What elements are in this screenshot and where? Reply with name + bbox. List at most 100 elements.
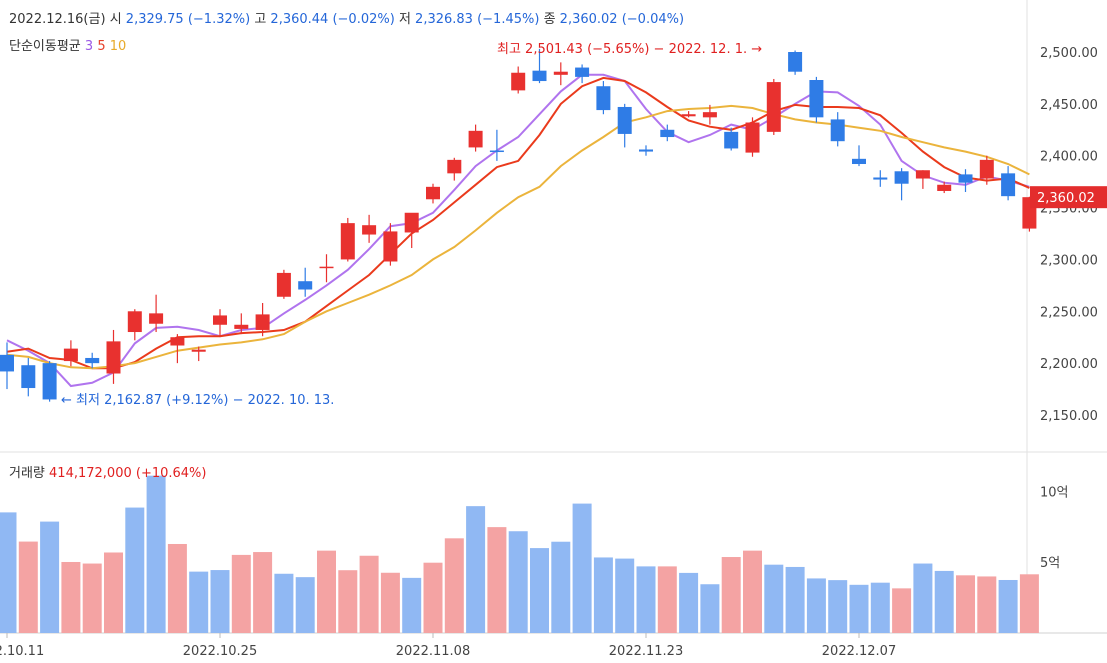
candle-body[interactable]: [724, 131, 739, 149]
candle-body[interactable]: [937, 184, 952, 191]
volume-bar[interactable]: [167, 543, 187, 633]
volume-bar[interactable]: [593, 557, 613, 633]
volume-bar[interactable]: [274, 573, 294, 633]
candle-body[interactable]: [532, 70, 547, 82]
candle-body[interactable]: [319, 266, 334, 269]
candle-body[interactable]: [958, 174, 973, 183]
candle-body[interactable]: [894, 171, 909, 184]
volume-bar[interactable]: [104, 552, 123, 633]
candle-body[interactable]: [255, 314, 270, 330]
volume-bar[interactable]: [466, 506, 486, 633]
candle-body[interactable]: [979, 159, 994, 179]
candle-body[interactable]: [298, 281, 313, 290]
candle-body[interactable]: [830, 119, 845, 142]
volume-bar[interactable]: [402, 577, 422, 633]
volume-bar[interactable]: [743, 550, 762, 633]
candle-body[interactable]: [383, 231, 398, 262]
candle-body[interactable]: [489, 150, 504, 153]
volume-bar[interactable]: [572, 503, 592, 633]
candle-body[interactable]: [1001, 173, 1016, 197]
volume-bar[interactable]: [934, 570, 954, 633]
volume-bar[interactable]: [61, 561, 81, 633]
candle-body[interactable]: [468, 130, 483, 148]
volume-bar[interactable]: [423, 562, 443, 633]
volume-bar[interactable]: [956, 575, 975, 633]
volume-bar[interactable]: [295, 577, 315, 633]
volume-bar[interactable]: [615, 558, 635, 633]
volume-bar[interactable]: [317, 550, 336, 633]
candle-body[interactable]: [63, 348, 78, 362]
volume-bar[interactable]: [998, 579, 1018, 633]
candle-body[interactable]: [553, 71, 568, 75]
volume-bar[interactable]: [508, 531, 528, 633]
candle-body[interactable]: [766, 82, 781, 132]
volume-bar[interactable]: [189, 571, 209, 633]
candle-body[interactable]: [149, 313, 164, 324]
volume-bar[interactable]: [380, 572, 400, 633]
volume-bar[interactable]: [231, 554, 251, 633]
candle-body[interactable]: [617, 106, 632, 134]
candle-body[interactable]: [852, 158, 866, 165]
ma-legend[interactable]: 단순이동평균 3 5 10: [9, 35, 126, 54]
volume-bar[interactable]: [828, 580, 848, 633]
candle-body[interactable]: [0, 354, 14, 372]
candle-body[interactable]: [788, 52, 803, 72]
volume-bar[interactable]: [253, 552, 273, 633]
candle-body[interactable]: [639, 149, 653, 152]
volume-bar[interactable]: [679, 572, 699, 633]
volume-bar[interactable]: [210, 570, 230, 633]
volume-bar[interactable]: [444, 538, 464, 633]
candle-body[interactable]: [575, 67, 590, 77]
candle-body[interactable]: [596, 86, 611, 111]
candle-body[interactable]: [745, 122, 760, 153]
candle-body[interactable]: [362, 225, 377, 235]
volume-bar[interactable]: [18, 541, 38, 633]
candle-body[interactable]: [340, 223, 355, 260]
candle-body[interactable]: [191, 349, 206, 352]
volume-bar[interactable]: [785, 566, 805, 633]
candle-body[interactable]: [447, 159, 462, 174]
candle-body[interactable]: [511, 72, 526, 91]
candle-body[interactable]: [213, 315, 227, 325]
candle-body[interactable]: [234, 324, 249, 329]
candle-body[interactable]: [426, 186, 440, 200]
volume-bar[interactable]: [338, 570, 358, 633]
candle-body[interactable]: [42, 363, 57, 400]
candle-body[interactable]: [21, 365, 36, 389]
volume-bar[interactable]: [125, 507, 145, 633]
volume-bar[interactable]: [657, 566, 677, 633]
volume-bar[interactable]: [82, 563, 102, 633]
candle-body[interactable]: [660, 129, 675, 138]
volume-bar[interactable]: [806, 578, 826, 633]
candle-body[interactable]: [127, 311, 142, 333]
volume-bar[interactable]: [551, 541, 571, 633]
candle-body[interactable]: [170, 337, 185, 346]
volume-bar[interactable]: [913, 563, 933, 633]
volume-bar[interactable]: [359, 555, 379, 633]
volume-bar[interactable]: [892, 588, 912, 633]
volume-bar[interactable]: [977, 576, 997, 633]
candle-body[interactable]: [702, 112, 717, 118]
volume-bar[interactable]: [487, 527, 507, 633]
volume-bar[interactable]: [849, 584, 869, 633]
candle-body[interactable]: [106, 341, 121, 374]
candle-body[interactable]: [404, 212, 419, 233]
ma-legend-5: 5: [97, 39, 106, 54]
candle-body[interactable]: [915, 170, 930, 179]
candle-body[interactable]: [681, 114, 696, 117]
volume-bar[interactable]: [721, 557, 741, 633]
candle-body[interactable]: [276, 272, 291, 297]
candle-body[interactable]: [873, 177, 888, 180]
volume-bar[interactable]: [0, 512, 17, 633]
volume-bar[interactable]: [146, 475, 166, 633]
volume-bar[interactable]: [1019, 574, 1039, 633]
volume-bar[interactable]: [40, 521, 60, 633]
volume-bar[interactable]: [764, 564, 784, 633]
candle-body[interactable]: [85, 357, 100, 364]
volume-bar[interactable]: [636, 566, 656, 633]
volume-bar[interactable]: [700, 584, 720, 633]
candle-body[interactable]: [809, 80, 824, 118]
volume-bar[interactable]: [870, 582, 890, 633]
volume-bar[interactable]: [530, 548, 549, 633]
